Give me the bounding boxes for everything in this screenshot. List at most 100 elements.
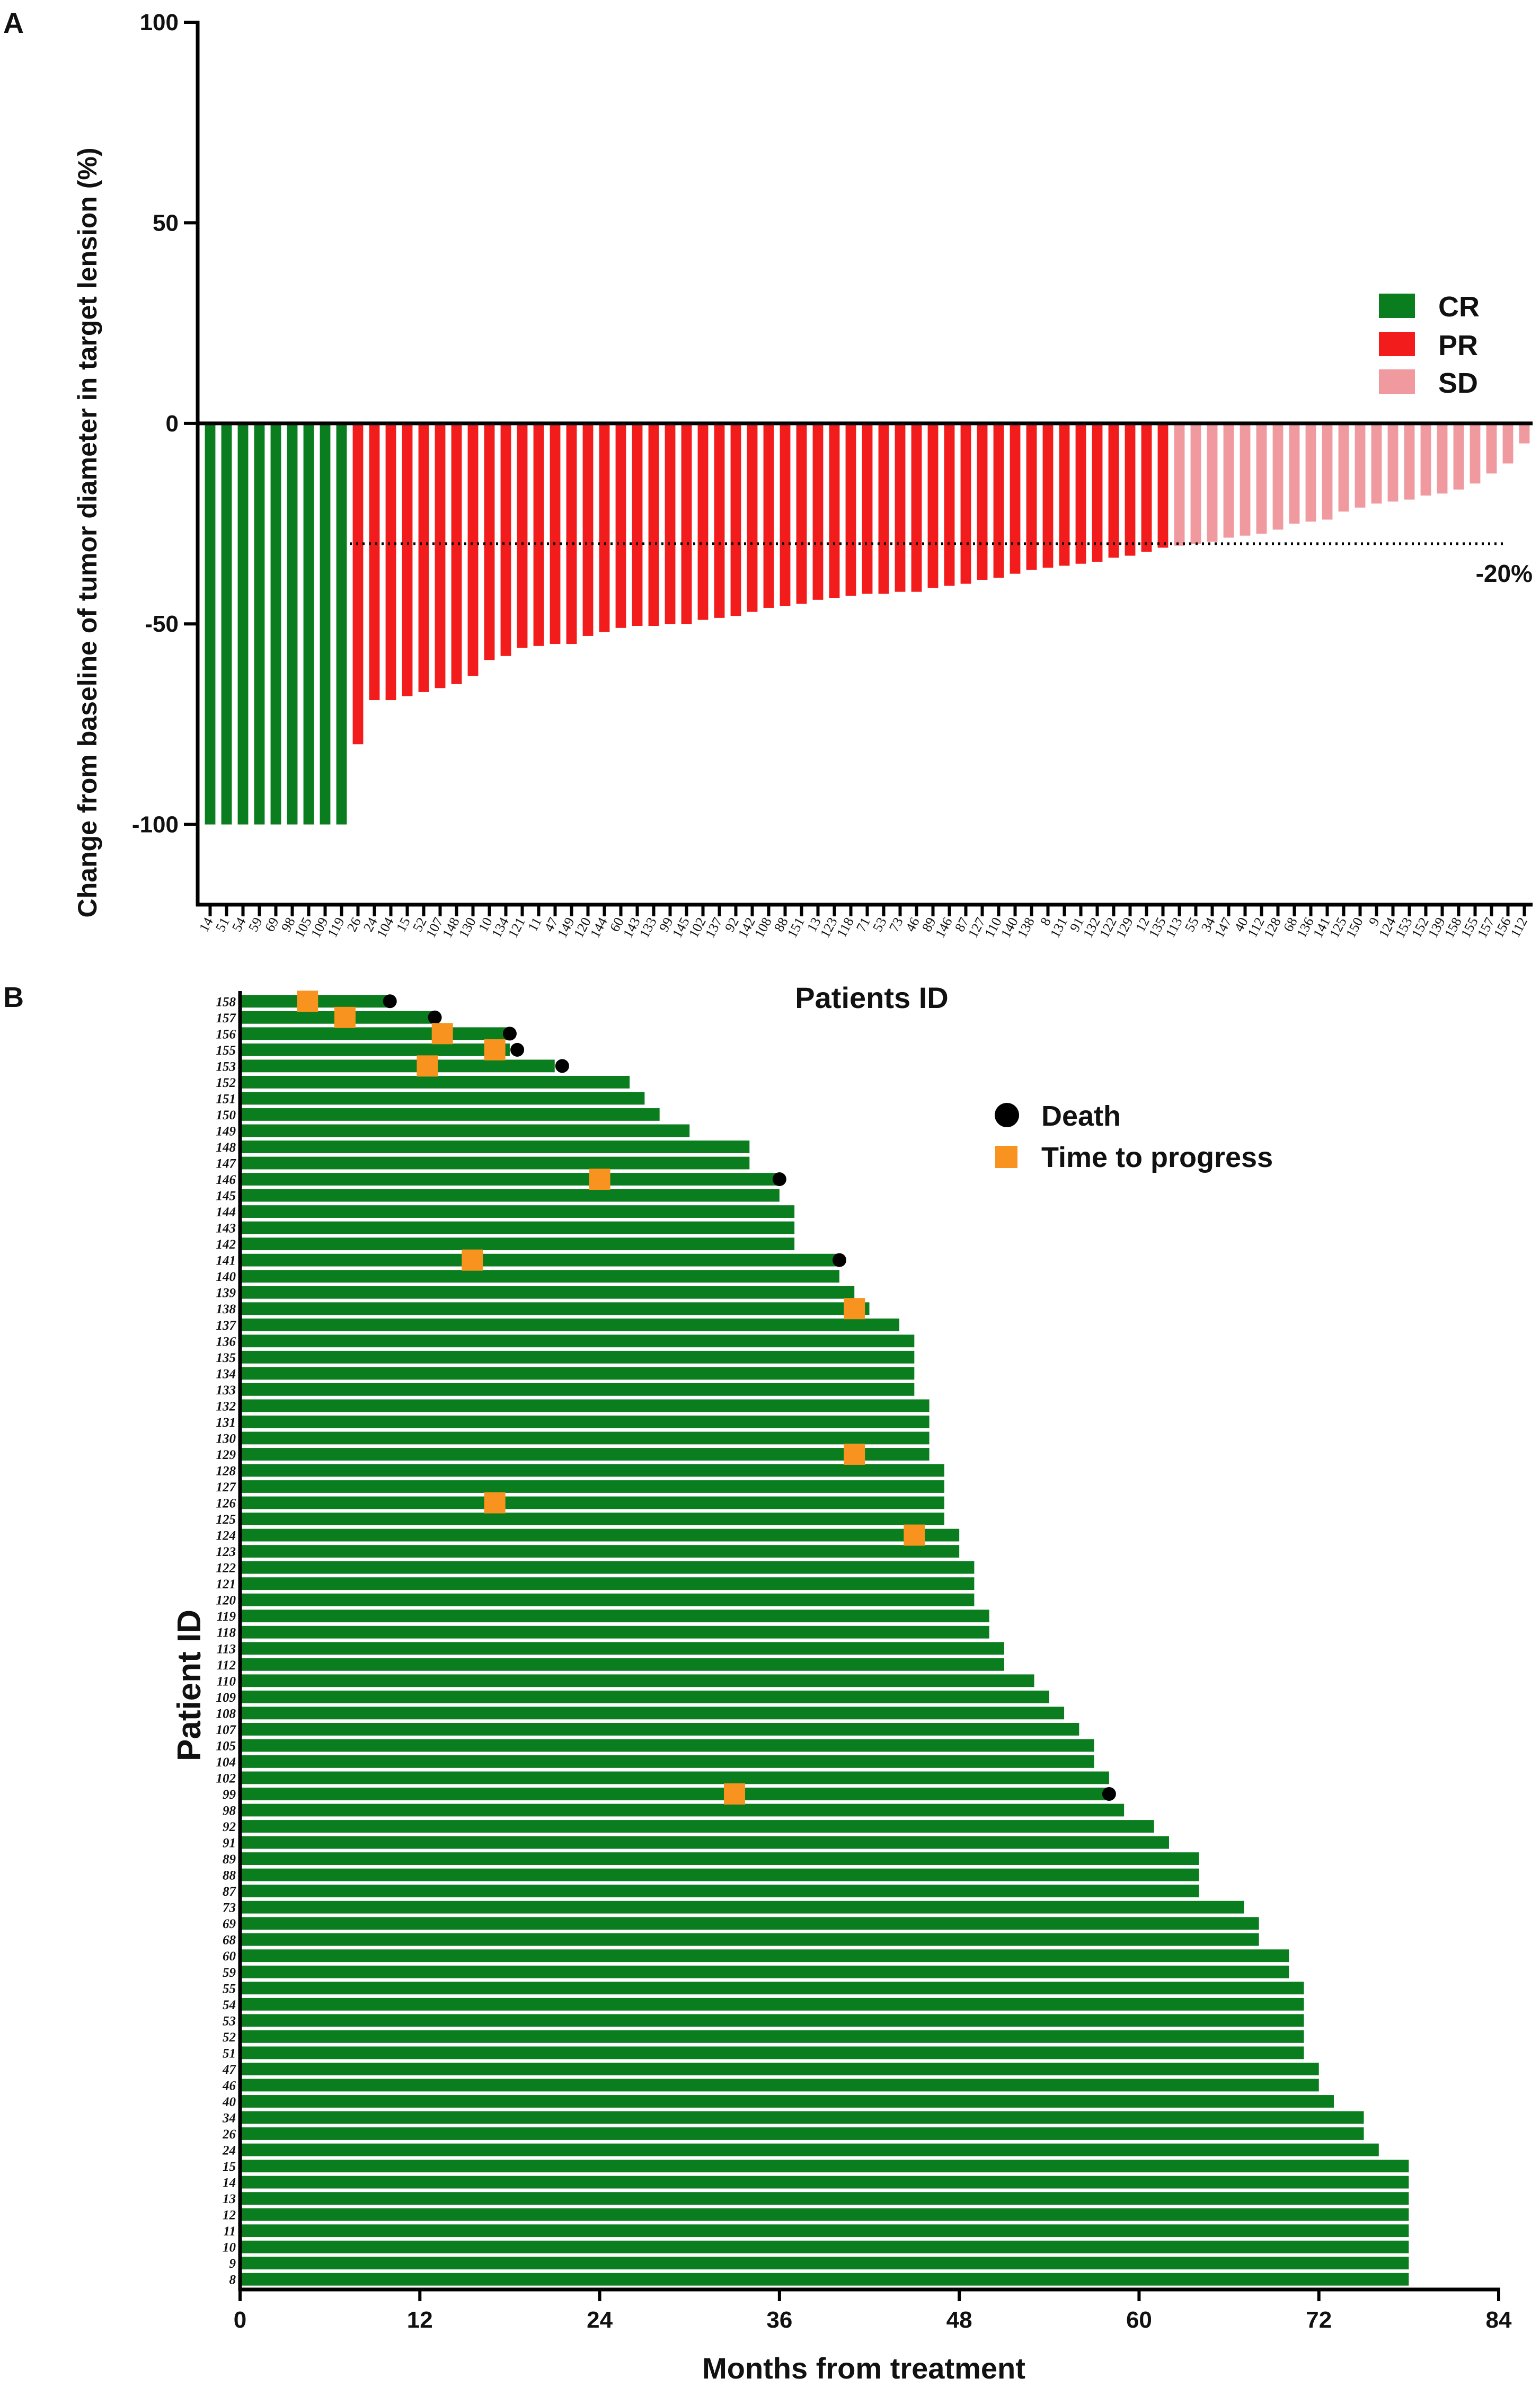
bar-pr [1125,423,1136,556]
death-marker [772,1172,786,1187]
patient-id-label: 129 [216,1448,236,1462]
bar-pr [385,423,396,701]
bar-sd [1420,423,1431,496]
bar-sd [1470,423,1481,484]
swimmer-bar [240,1739,1094,1752]
legend-swatch-sd [1379,369,1415,394]
death-marker [383,994,397,1009]
patient-id-label: 119 [217,1610,236,1624]
patient-id-label: 54 [223,1998,236,2012]
bar-pr [714,423,725,618]
bar-pr [632,423,643,626]
patient-id-label: 105 [216,1739,236,1753]
patient-id-label: 139 [216,1286,236,1301]
swimmer-bar [240,2079,1319,2092]
reference-line-label: -20% [1476,560,1533,587]
swimmer-bar [240,1334,915,1348]
swimmer-bar [240,2095,1334,2108]
bar-cr [237,423,249,825]
patient-id-label: 107 [216,1723,237,1737]
swimmer-bar [240,1448,930,1461]
bar-pr [418,423,429,692]
patient-id-label: 98 [223,1804,236,1818]
bar-pr [878,423,889,594]
x-tick-label: 46 [902,915,923,934]
legend-label-progress: Time to progress [1041,1142,1273,1173]
bar-pr [665,423,676,624]
bar-pr [451,423,462,684]
bar-pr [812,423,824,600]
progress-marker [297,991,318,1012]
swimmer-bar [240,1383,915,1396]
bar-pr [829,423,840,598]
swimmer-bar [240,1108,660,1121]
patient-id-label: 122 [216,1561,236,1576]
bar-pr [895,423,906,592]
y-axis-title: Change from baseline of tumor diameter i… [73,148,102,918]
bar-pr [582,423,594,636]
patient-id-label: 26 [222,2127,236,2142]
swimmer-bar [240,2111,1364,2124]
swimmer-bar [240,1674,1034,1687]
bar-sd [1355,423,1366,508]
x-tick-label: 11 [525,915,544,934]
legend-label-death: Death [1041,1100,1121,1132]
bar-pr [944,423,955,586]
swimmer-bar [240,1933,1259,1946]
swimmer-bar [240,1237,795,1251]
swimmer-bar [240,2014,1304,2027]
swimmer-bar [240,1350,915,1364]
swimmer-bar [240,2063,1319,2075]
x-tick-label: 112 [1507,915,1530,940]
swimmer-bar [240,1690,1049,1703]
bar-sd [1207,423,1218,542]
x-tick-label: 69 [262,915,282,934]
x-axis-title: Months from treatment [702,2351,1025,2385]
patient-id-label: 156 [216,1027,236,1041]
death-marker [555,1059,569,1073]
swimmer-bar [240,1755,1094,1768]
swimmer-bar [240,2143,1379,2156]
swimmer-bar [240,2176,1409,2189]
swimmer-bar [240,1027,510,1040]
patient-id-label: 143 [216,1222,236,1236]
swimmer-bar [240,1092,645,1105]
y-tick-label: 50 [153,210,179,236]
patient-id-label: 151 [216,1092,236,1106]
swimmer-bar [240,2208,1409,2221]
x-ticks: 0 12 24 36 48 60 72 84 [234,2289,1512,2333]
progress-marker [724,1783,746,1805]
patient-id-label: 134 [216,1367,236,1381]
patient-id-label: 24 [222,2144,236,2158]
bar-sd [1305,423,1316,522]
patient-id-label: 135 [216,1351,236,1365]
patient-id-label: 46 [222,2079,236,2093]
bar-pr [467,423,479,676]
bar-pr [533,423,544,646]
x-tick-label: 51 [213,915,233,934]
legend: Death Time to progress [995,1100,1273,1173]
patient-id-label: 52 [223,2030,236,2045]
bar-pr [1157,423,1169,548]
x-tick-label: 48 [946,2307,972,2333]
patient-id-label: 145 [216,1189,236,1204]
legend-marker-progress [995,1146,1017,1168]
bar-sd [1223,423,1234,538]
y-tick-label: -50 [145,611,179,637]
swimmer-bar [240,1318,900,1331]
x-tick-label: 0 [234,2307,246,2333]
patient-id-label: 91 [223,1836,236,1851]
patient-id-label: 125 [216,1513,236,1527]
patient-id-label: 113 [217,1642,236,1656]
death-marker [502,1027,517,1041]
swimmer-bar [240,1205,795,1218]
bar-sd [1519,423,1530,444]
swimmer-bar [240,2224,1409,2238]
bar-pr [1141,423,1152,552]
swimmer-bar [240,1836,1169,1849]
progress-marker [844,1298,865,1320]
patient-id-label: 150 [216,1108,236,1122]
patient-id-labels: 1581571561551531521511501491481471461451… [216,995,237,2287]
swimmer-bar [240,1803,1125,1817]
swimmer-bar [240,1399,930,1412]
